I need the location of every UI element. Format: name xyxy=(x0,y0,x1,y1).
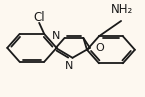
Text: N: N xyxy=(65,61,73,71)
Text: Cl: Cl xyxy=(33,11,45,24)
Text: NH₂: NH₂ xyxy=(111,3,133,16)
Text: N: N xyxy=(52,31,60,41)
Text: O: O xyxy=(95,43,104,53)
